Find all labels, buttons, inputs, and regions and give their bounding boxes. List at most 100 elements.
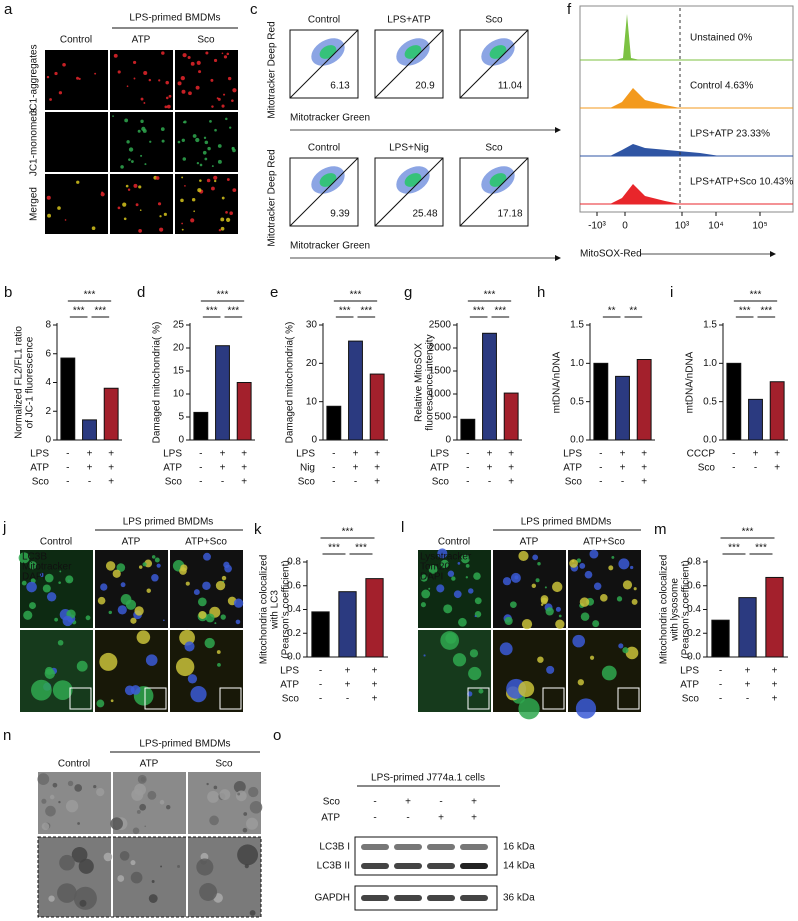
axis-title: Normalized FL2/FL1 ratio: [14, 326, 25, 439]
cell: [144, 825, 147, 828]
y-tick-label: 0.5: [703, 396, 717, 407]
column-label: Sco: [485, 143, 503, 154]
significance: ***: [742, 527, 754, 538]
cell: [592, 620, 600, 628]
cell: [225, 117, 228, 121]
cell: [110, 699, 114, 703]
cell: [151, 880, 155, 883]
significance: **: [629, 306, 637, 317]
y-tick-label: 1.0: [570, 358, 584, 369]
band-size: 14 kDa: [503, 861, 535, 872]
cell: [57, 639, 64, 646]
panel-letter: o: [273, 727, 281, 744]
y-tick-label: 0.4: [687, 604, 701, 615]
cell: [453, 590, 462, 599]
panel-letter: h: [537, 284, 545, 301]
cell: [220, 614, 226, 620]
cell: [165, 80, 169, 85]
bar: [193, 411, 209, 441]
condition-name: LPS: [563, 449, 582, 460]
inset: [467, 687, 490, 710]
cell: [127, 188, 131, 191]
cell: [221, 104, 225, 108]
stain-label: Tom20: [420, 562, 450, 573]
cell: [120, 165, 124, 169]
condition-sign: +: [372, 666, 378, 677]
y-tick-label: 2000: [429, 343, 452, 354]
cell: [223, 55, 228, 59]
bar: [726, 362, 742, 441]
group-label: LPS-primed BMDMs: [139, 739, 230, 750]
condition-sign: +: [641, 477, 647, 488]
bar: [103, 387, 119, 441]
cell: [159, 227, 164, 232]
group-label: LPS-primed BMDMs: [129, 13, 220, 24]
bar: [482, 332, 497, 441]
condition-sign: +: [220, 449, 226, 460]
cell: [625, 646, 639, 660]
row-label: Merged: [29, 187, 40, 221]
band: [427, 863, 455, 869]
cell: [188, 91, 192, 96]
cell: [126, 140, 130, 144]
cell: [21, 580, 27, 586]
axis-title: MitoSOX-Red: [580, 249, 642, 260]
significance: ***: [206, 306, 218, 317]
column-label: ATP: [140, 759, 159, 770]
cell: [148, 894, 158, 903]
cell: [206, 178, 211, 183]
column-label: ATP+Sco: [185, 537, 227, 548]
column-label: Control: [308, 15, 340, 26]
y-tick-label: 1000: [429, 389, 452, 400]
cell: [67, 780, 74, 787]
micrograph: [175, 174, 238, 234]
cell: [59, 854, 75, 871]
axis-title: (Pearson's coefficient): [281, 560, 292, 658]
cell: [134, 783, 146, 796]
band-name: LC3B II: [317, 861, 350, 872]
cell: [100, 583, 108, 591]
axis-title: Damaged mitochondria( %): [285, 322, 296, 444]
panel-letter: f: [567, 1, 572, 18]
cell: [44, 573, 54, 583]
significance: ***: [473, 306, 485, 317]
condition-sign: -: [621, 477, 624, 488]
cell: [510, 601, 517, 609]
cell: [618, 558, 630, 570]
cell: [218, 228, 222, 232]
gate-value: 11.04: [498, 81, 523, 92]
cell: [187, 55, 191, 60]
panel-letter: k: [254, 521, 262, 538]
y-tick-label: 10: [306, 396, 318, 407]
cell: [42, 584, 51, 593]
condition-name: ATP: [280, 680, 299, 691]
cell: [213, 175, 218, 180]
cell: [58, 581, 61, 584]
bar: [326, 405, 342, 441]
y-tick-label: 0.0: [287, 652, 301, 663]
cell: [242, 827, 248, 833]
cell: [451, 576, 456, 581]
cell: [202, 150, 207, 155]
cell: [52, 680, 73, 700]
cell: [217, 663, 221, 667]
condition-sign: -: [66, 463, 69, 474]
cell: [190, 61, 195, 66]
cell: [136, 630, 151, 644]
cell: [143, 102, 146, 104]
bar: [311, 611, 330, 658]
cell: [113, 53, 118, 58]
cell: [39, 572, 44, 578]
cell: [474, 597, 482, 605]
column-label: LPS+Nig: [389, 143, 429, 154]
micrograph: [110, 174, 173, 234]
condition-sign: +: [241, 477, 247, 488]
cell: [163, 619, 165, 622]
cell: [210, 78, 214, 82]
significance: ***: [760, 306, 772, 317]
axis-title: with LC3: [270, 590, 281, 630]
bar: [636, 359, 652, 441]
condition-name: Sco: [682, 694, 700, 705]
cell: [193, 589, 200, 596]
cell: [181, 228, 184, 231]
